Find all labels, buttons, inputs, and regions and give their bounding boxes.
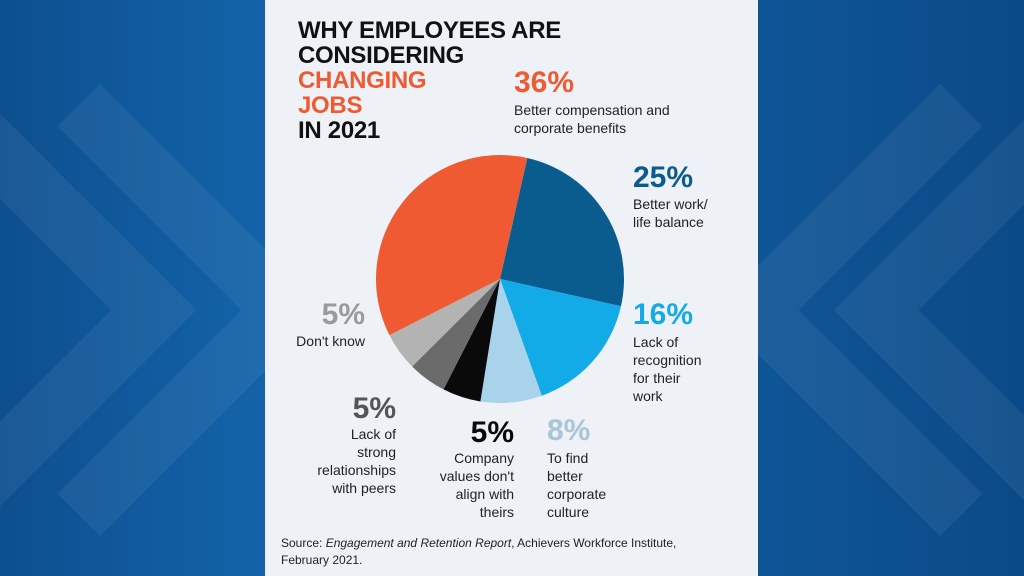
slice-label-line: life balance bbox=[633, 214, 704, 230]
pct-label-s5: 5% bbox=[321, 298, 365, 331]
pct-label-s2: 8% bbox=[547, 414, 591, 447]
slice-label-line: for their bbox=[633, 370, 681, 386]
slice-label-line: Better compensation and bbox=[514, 102, 670, 118]
source-suffix: , Achievers Workforce Institute, bbox=[511, 536, 677, 550]
slice-label-line: better bbox=[547, 468, 583, 484]
slice-label-line: align with bbox=[455, 486, 514, 502]
pct-label-s6: 36% bbox=[514, 66, 575, 99]
slice-label-line: Lack of bbox=[350, 426, 396, 442]
slice-label-s6: Better compensation and corporate benefit… bbox=[514, 101, 670, 137]
title-line-highlight: CHANGING bbox=[298, 67, 427, 94]
pie-slice-5 bbox=[389, 279, 500, 367]
source-report: Engagement and Retention Report bbox=[325, 536, 512, 550]
background-chevron bbox=[713, 83, 1024, 537]
pct-label-s3: 5% bbox=[470, 416, 514, 449]
slice-label-line: with peers bbox=[332, 480, 396, 496]
slice-label-line: work bbox=[633, 388, 663, 404]
slice-label-line: recognition bbox=[633, 352, 702, 368]
slice-label-line: Don't know bbox=[296, 333, 365, 349]
slice-label-s5: Don't know bbox=[296, 332, 365, 350]
slice-label-s0: Better work/life balance bbox=[633, 195, 708, 231]
pie-slice-4 bbox=[412, 279, 500, 390]
title-line: IN 2021 bbox=[298, 117, 380, 144]
pie-chart bbox=[376, 155, 624, 403]
title-line: WHY EMPLOYEES ARE bbox=[298, 17, 561, 44]
pie-slice-0 bbox=[500, 158, 624, 307]
slice-label-line: culture bbox=[547, 504, 590, 520]
slice-label-line: Better work/ bbox=[633, 196, 708, 212]
slice-label-line: Lack of bbox=[633, 334, 679, 350]
slice-label-line: values don't bbox=[439, 468, 514, 484]
slice-label-line: theirs bbox=[479, 504, 514, 520]
slice-label-s2: To find better corporate culture bbox=[547, 449, 606, 521]
title-line: CONSIDERING bbox=[298, 42, 465, 69]
slice-label-line: strong bbox=[357, 444, 396, 460]
source-prefix: Source: bbox=[281, 536, 326, 550]
pct-label-s4: 5% bbox=[352, 392, 396, 425]
pct-label-s0: 25% bbox=[633, 161, 694, 194]
pie-slice-6 bbox=[376, 155, 528, 336]
slice-label-line: To find bbox=[547, 450, 589, 466]
slice-label-line: Company bbox=[454, 450, 514, 466]
slice-label-line: relationships bbox=[317, 462, 396, 478]
slice-label-line: corporate bbox=[547, 486, 607, 502]
slice-label-line: corporate benefits bbox=[514, 120, 627, 136]
source-note: Source: Engagement and Retention Report,… bbox=[281, 535, 676, 569]
pie-slice-2 bbox=[480, 279, 542, 403]
pie-slice-3 bbox=[443, 279, 500, 402]
slice-label-s4: Lack of strong relationships with peers bbox=[317, 425, 396, 497]
title-line-highlight: JOBS bbox=[298, 92, 363, 119]
slice-label-s3: Company values don't align with theirs bbox=[440, 449, 514, 521]
source-date: February 2021. bbox=[281, 553, 363, 567]
infographic-panel: WHY EMPLOYEES ARE CONSIDERING CHANGING J… bbox=[265, 0, 758, 576]
slice-label-s1: Lack of recognition for their work bbox=[633, 333, 702, 405]
pct-label-s1: 16% bbox=[633, 298, 694, 331]
chart-title: WHY EMPLOYEES ARE CONSIDERING CHANGING J… bbox=[298, 18, 561, 143]
pie-slice-1 bbox=[500, 279, 621, 396]
